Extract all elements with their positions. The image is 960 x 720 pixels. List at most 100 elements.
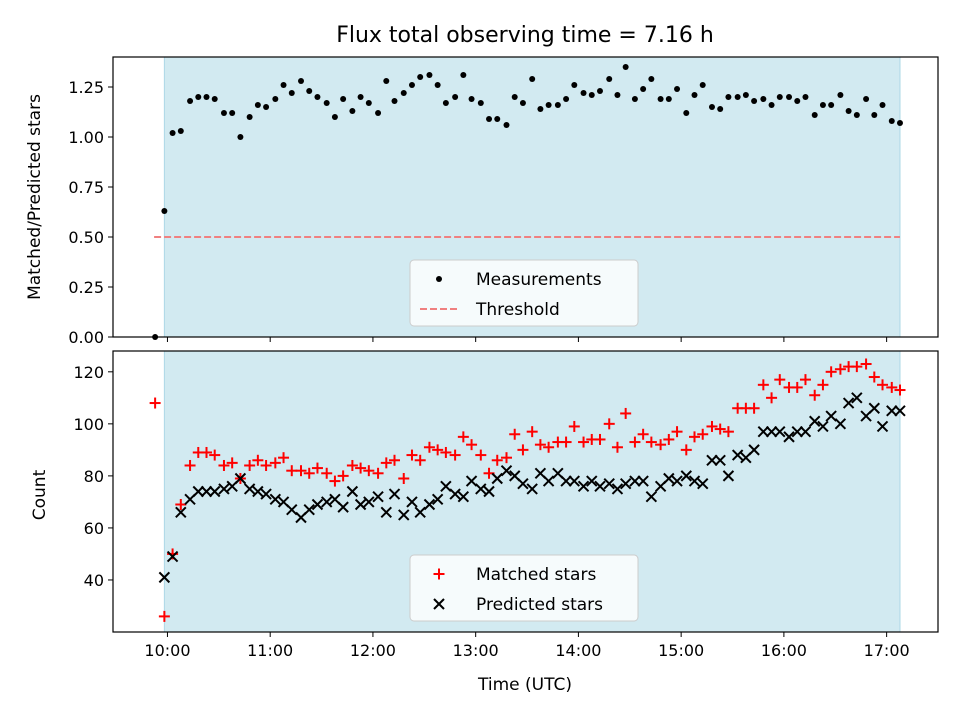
- bottom-panel-s1-point-81: [834, 363, 846, 375]
- bottom-panel-s2-point-73: [774, 425, 786, 438]
- top-panel-s1-point-41: [494, 116, 501, 122]
- top-panel-s1-point-86: [879, 102, 886, 108]
- bottom-panel-s1-point-30: [398, 472, 410, 484]
- bottom-panel-s2-point-62: [680, 470, 692, 482]
- bottom-panel-s2-point-74: [783, 431, 795, 443]
- bottom-panel-s2-point-39: [483, 485, 495, 498]
- top-panel-s1-point-20: [314, 94, 321, 100]
- bottom-panel-y-tick-label-2: 60: [84, 519, 104, 538]
- bottom-panel-s1-point-4: [175, 499, 187, 511]
- bottom-panel-s2-point-51: [586, 475, 598, 487]
- bottom-panel-s1-point-55: [611, 441, 623, 453]
- bottom-panel-s2-point-79-b: [825, 410, 837, 422]
- top-panel-legend-marker-1: [436, 276, 442, 282]
- bottom-panel-x-tick-label-6: 15:00: [658, 641, 704, 660]
- bottom-panel-s2-point-72-b: [765, 425, 778, 438]
- top-panel-s1-point-18: [298, 78, 305, 84]
- top-panel-s1-point-17: [288, 90, 295, 96]
- bottom-panel-s1-point-38: [466, 439, 478, 451]
- bottom-panel-s1-point-72: [757, 379, 769, 391]
- bottom-panel-s1-point-20: [311, 462, 323, 474]
- bottom-panel-s2-point-77: [809, 415, 821, 427]
- bottom-panel-s2-point-8-b: [218, 483, 230, 495]
- bottom-panel-s1-point-37: [457, 431, 469, 443]
- top-panel-s1-point-83: [853, 112, 860, 118]
- bottom-panel-s1-point-21: [321, 467, 333, 479]
- bottom-panel-s2-point-84-b: [868, 402, 881, 414]
- bottom-panel-s1-point-19: [303, 467, 315, 479]
- bottom-panel-s2-point-2: [166, 550, 179, 563]
- chart-title: Flux total observing time = 7.16 h: [336, 23, 714, 48]
- bottom-panel-s2-point-14: [269, 493, 282, 506]
- top-panel-s1-point-40: [486, 116, 493, 122]
- bottom-panel-s2-point-86: [886, 405, 898, 417]
- top-panel-s1-point-3: [169, 130, 176, 136]
- bottom-panel-s2-point-58-b: [645, 490, 658, 503]
- top-panel-s1-point-16: [280, 82, 287, 88]
- bottom-panel-s2-point-40: [491, 472, 503, 485]
- bottom-panel-s2-point-63: [688, 475, 701, 487]
- bottom-panel-s2-point-78: [817, 420, 829, 433]
- bottom-panel-s1-point-86: [877, 379, 889, 391]
- top-panel-s1-point-33: [426, 72, 433, 78]
- top-panel-s1-point-27: [375, 110, 382, 116]
- bottom-panel-s2-point-87-b: [894, 405, 906, 417]
- bottom-panel-s2-point-53: [603, 477, 615, 490]
- top-panel-s1-point-52: [588, 92, 595, 98]
- top-panel-s1-point-71: [751, 98, 758, 104]
- bottom-panel-s2-point-22-b: [337, 501, 349, 513]
- bottom-panel-s2-point-38-b: [475, 483, 487, 495]
- bottom-panel-s1-point-16: [278, 452, 290, 464]
- bottom-panel-s2-point-82: [851, 392, 863, 404]
- bottom-panel-s2-point-27-b: [380, 506, 392, 519]
- bottom-panel-s2-point-44-b: [526, 483, 538, 495]
- bottom-panel-s1-point-54: [603, 418, 615, 430]
- bottom-panel-s2-point-12-b: [252, 485, 264, 498]
- top-panel-s1-point-82: [845, 108, 852, 114]
- bottom-panel-s2-point-55: [619, 477, 632, 490]
- bottom-panel-s1-point-63: [680, 444, 692, 456]
- bottom-panel-y-tick-label-3: 80: [84, 467, 104, 486]
- bottom-panel-s1-point-68: [722, 426, 734, 438]
- bottom-panel-legend-label-2: Predicted stars: [476, 595, 603, 615]
- top-panel-s1-point-21: [323, 100, 330, 106]
- top-panel-s1-point-37: [460, 72, 467, 78]
- bottom-panel-series-2: [158, 392, 906, 584]
- top-panel-s1-point-80: [828, 102, 835, 108]
- bottom-panel-x-tick-label-1: 10:00: [144, 641, 190, 660]
- bottom-panel-s2-point-56-b: [629, 475, 641, 487]
- bottom-panel-s2-point-31: [414, 506, 426, 519]
- bottom-panel-s1-point-47: [543, 441, 555, 453]
- top-panel-s1-point-60: [657, 96, 664, 102]
- bottom-panel-s2-point-18: [303, 504, 315, 516]
- bottom-panel-s2-point-62-b: [680, 470, 692, 482]
- top-panel-s1-point-48: [554, 102, 561, 108]
- bottom-panel-s2-point-67-b: [722, 470, 735, 482]
- bottom-panel-y-tick-label-5: 120: [73, 363, 104, 382]
- bottom-panel-s1-point-83: [851, 361, 863, 373]
- top-panel: 0.00 0.25 0.50 0.75 1.00 1.25 Measurements Thre…: [68, 56, 939, 347]
- bottom-panel-s2-point-28: [388, 488, 401, 500]
- bottom-panel-s1-point-26: [363, 465, 375, 477]
- top-panel-s1-point-68: [725, 94, 732, 100]
- bottom-panel-s1-point-10: [226, 457, 238, 469]
- top-panel-s1-point-74: [776, 94, 783, 100]
- bottom-panel-s2-point-44: [526, 483, 538, 495]
- bottom-panel-s2-point-7-b: [209, 485, 221, 498]
- bottom-panel-s2-point-87: [894, 405, 906, 417]
- bottom-panel-s1-point-27: [372, 467, 384, 479]
- bottom-panel-s1-point-62: [671, 426, 683, 438]
- top-panel-s1-point-43: [511, 94, 518, 100]
- top-panel-s1-point-45: [529, 76, 536, 82]
- top-panel-s1-point-12: [246, 114, 253, 120]
- top-panel-s1-point-39: [477, 100, 484, 106]
- top-panel-s1-point-22: [331, 114, 338, 120]
- bottom-panel-s1-point-18: [295, 465, 307, 477]
- bottom-panel-s2-point-15-b: [277, 496, 290, 508]
- top-panel-s1-point-55: [614, 92, 621, 98]
- bottom-panel-s2-point-30-b: [406, 496, 418, 508]
- top-panel-legend: Measurements Threshold: [409, 259, 639, 327]
- bottom-panel-s2-point-54-b: [611, 483, 624, 495]
- top-panel-s1-point-26: [365, 100, 372, 106]
- bottom-panel-s1-point-42: [500, 452, 512, 464]
